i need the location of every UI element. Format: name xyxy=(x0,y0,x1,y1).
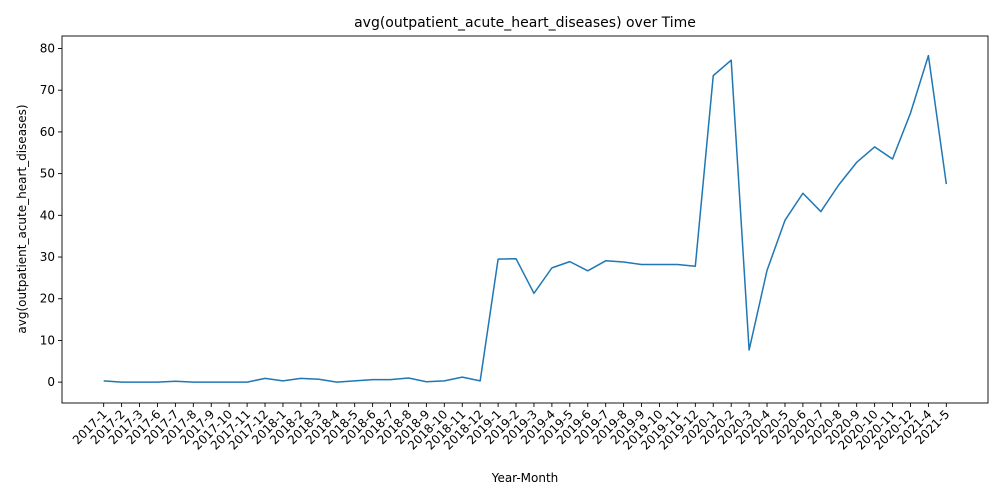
data-point xyxy=(891,158,894,161)
data-point xyxy=(353,379,356,382)
y-tick-label: 70 xyxy=(40,83,55,97)
data-point xyxy=(407,376,410,379)
data-point xyxy=(622,261,625,264)
data-point xyxy=(192,381,195,384)
data-point xyxy=(461,376,464,379)
data-point xyxy=(335,381,338,384)
x-axis: 2017-12017-22017-32017-62017-72017-82017… xyxy=(70,403,952,453)
data-point xyxy=(855,161,858,164)
data-point xyxy=(443,379,446,382)
y-axis-label: avg(outpatient_acute_heart_diseases) xyxy=(15,104,29,333)
data-point xyxy=(120,381,123,384)
x-axis-label: Year-Month xyxy=(491,471,559,485)
plot-frame xyxy=(61,35,989,404)
chart-title: avg(outpatient_acute_heart_diseases) ove… xyxy=(354,15,696,31)
y-tick-label: 40 xyxy=(40,208,55,222)
data-point xyxy=(299,377,302,380)
y-tick-label: 60 xyxy=(40,125,55,139)
y-tick-label: 50 xyxy=(40,167,55,181)
data-point xyxy=(425,380,428,383)
data-point xyxy=(210,381,213,384)
data-point xyxy=(174,380,177,383)
data-point xyxy=(246,381,249,384)
data-point xyxy=(586,269,589,272)
data-point xyxy=(389,378,392,381)
y-tick-label: 30 xyxy=(40,250,55,264)
data-point xyxy=(532,292,535,295)
data-point xyxy=(515,257,518,260)
data-point xyxy=(604,259,607,262)
y-tick-label: 80 xyxy=(40,42,55,56)
data-point xyxy=(156,381,159,384)
data-point xyxy=(371,378,374,381)
data-point xyxy=(640,263,643,266)
data-point xyxy=(783,219,786,222)
y-axis: 0 10 20 30 40 50 60 70 80 xyxy=(40,42,62,389)
data-point xyxy=(138,381,141,384)
data-point xyxy=(945,183,948,186)
data-point xyxy=(676,263,679,266)
data-points xyxy=(102,54,948,384)
data-point xyxy=(801,192,804,195)
data-point xyxy=(819,210,822,213)
data-point xyxy=(497,258,500,261)
data-point xyxy=(766,269,769,272)
data-point xyxy=(568,260,571,263)
data-point xyxy=(550,266,553,269)
data-point xyxy=(712,74,715,77)
data-point xyxy=(730,59,733,62)
data-point xyxy=(748,349,751,352)
data-point xyxy=(102,379,105,382)
plot-area: 0 10 20 30 40 50 60 70 80 2017-12017-22017-32017… xyxy=(40,35,989,453)
data-point xyxy=(281,379,284,382)
data-point xyxy=(909,112,912,115)
y-tick-label: 0 xyxy=(47,375,55,389)
data-point xyxy=(873,145,876,148)
data-point xyxy=(317,378,320,381)
y-tick-label: 20 xyxy=(40,292,55,306)
data-point xyxy=(658,263,661,266)
data-point xyxy=(837,183,840,186)
y-tick-label: 10 xyxy=(40,333,55,347)
data-point xyxy=(927,54,930,57)
data-point xyxy=(228,381,231,384)
data-point xyxy=(264,377,267,380)
data-point xyxy=(479,379,482,382)
series-line xyxy=(103,54,948,383)
data-point xyxy=(694,265,697,268)
